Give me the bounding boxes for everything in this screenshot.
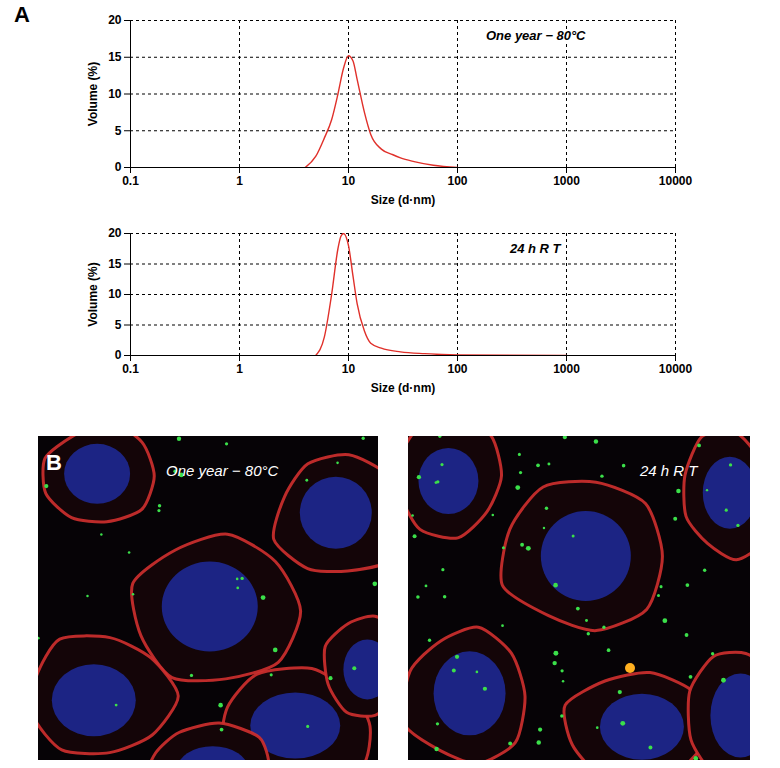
svg-text:0: 0	[115, 160, 122, 174]
svg-text:Volume (%): Volume (%)	[86, 62, 100, 126]
svg-text:24 h R T: 24 h R T	[639, 462, 699, 479]
svg-text:100: 100	[447, 174, 467, 188]
svg-text:20: 20	[108, 226, 122, 240]
svg-text:5: 5	[115, 124, 122, 138]
html-text:A: A	[14, 2, 30, 27]
svg-text:10000: 10000	[659, 174, 693, 188]
svg-text:One year − 80°C: One year − 80°C	[166, 462, 278, 479]
svg-text:0.1: 0.1	[122, 174, 139, 188]
svg-text:15: 15	[108, 50, 122, 64]
svg-text:0.1: 0.1	[122, 362, 139, 376]
svg-text:0: 0	[115, 348, 122, 362]
svg-text:15: 15	[108, 257, 122, 271]
svg-text:10: 10	[342, 174, 356, 188]
svg-text:1: 1	[236, 362, 243, 376]
svg-text:Size (d·nm): Size (d·nm)	[371, 381, 436, 395]
svg-text:10: 10	[108, 287, 122, 301]
svg-text:1: 1	[236, 174, 243, 188]
svg-text:One year − 80°C: One year − 80°C	[486, 28, 586, 43]
svg-text:B: B	[46, 450, 62, 475]
svg-text:100: 100	[447, 362, 467, 376]
svg-text:10: 10	[342, 362, 356, 376]
svg-text:1000: 1000	[553, 362, 580, 376]
svg-text:Volume (%): Volume (%)	[86, 262, 100, 326]
svg-text:Size (d·nm): Size (d·nm)	[371, 193, 436, 207]
svg-text:20: 20	[108, 13, 122, 27]
svg-text:1000: 1000	[553, 174, 580, 188]
svg-text:10000: 10000	[659, 362, 693, 376]
svg-text:5: 5	[115, 318, 122, 332]
svg-text:24 h R T: 24 h R T	[509, 241, 562, 256]
svg-text:10: 10	[108, 87, 122, 101]
